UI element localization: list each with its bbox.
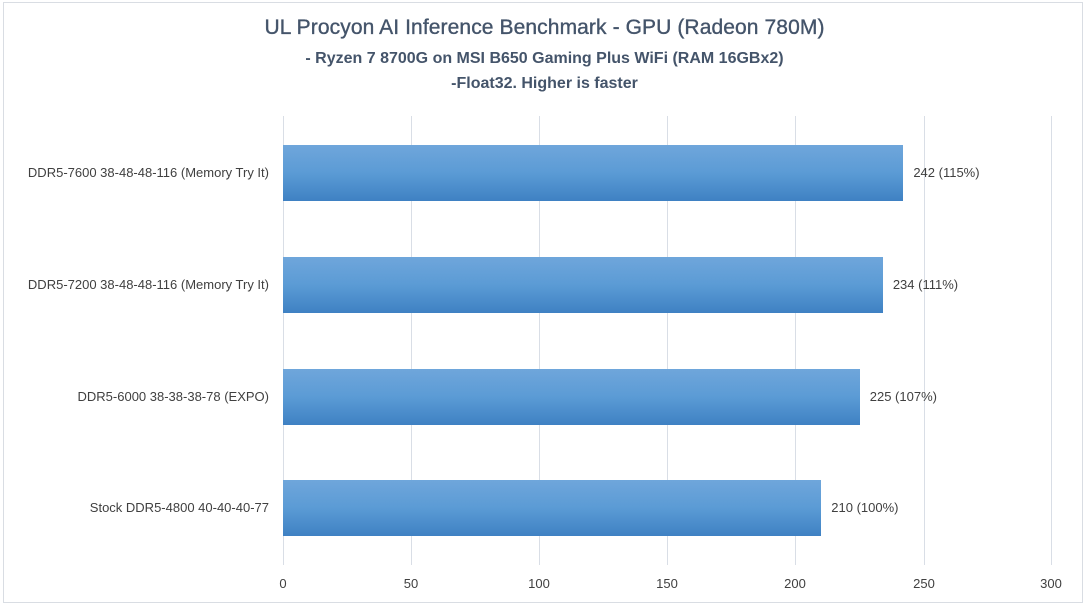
gridline-150 xyxy=(667,116,668,565)
category-label: Stock DDR5-4800 40-40-40-77 xyxy=(89,500,269,515)
gridline-250 xyxy=(924,116,925,565)
x-tick-label: 250 xyxy=(913,576,935,591)
category-label: DDR5-6000 38-38-38-78 (EXPO) xyxy=(77,389,269,404)
gridline-0 xyxy=(283,116,284,565)
x-tick-label: 50 xyxy=(403,576,419,591)
plot-area: 242 (115%) 234 (111%) 225 (107%) 210 (10… xyxy=(283,116,1052,565)
data-label: 210 (100%) xyxy=(831,500,899,515)
x-tick-label: 150 xyxy=(656,576,678,591)
gridline-100 xyxy=(539,116,540,565)
data-label: 242 (115%) xyxy=(913,165,980,180)
data-label: 234 (111%) xyxy=(892,277,959,292)
bar-ddr5-7200 xyxy=(283,257,883,313)
bar-ddr5-6000 xyxy=(283,369,860,425)
bar-ddr5-4800-stock xyxy=(283,480,822,536)
x-tick-label: 300 xyxy=(1040,576,1062,591)
category-label: DDR5-7200 38-48-48-116 (Memory Try It) xyxy=(27,277,269,292)
x-tick-label: 100 xyxy=(528,576,550,591)
x-tick-label: 0 xyxy=(279,576,287,591)
gridline-50 xyxy=(411,116,412,565)
category-label: DDR5-7600 38-48-48-116 (Memory Try It) xyxy=(27,165,269,180)
chart-subtitle-2: -Float32. Higher is faster xyxy=(451,75,638,92)
chart-title: UL Procyon AI Inference Benchmark - GPU … xyxy=(264,16,825,39)
gridline-300 xyxy=(1051,116,1052,565)
bar-ddr5-7600 xyxy=(283,145,904,201)
chart-frame xyxy=(3,2,1083,603)
gridline-200 xyxy=(795,116,796,565)
x-tick-label: 200 xyxy=(784,576,806,591)
chart-subtitle: - Ryzen 7 8700G on MSI B650 Gaming Plus … xyxy=(305,50,784,67)
data-label: 225 (107%) xyxy=(869,389,937,404)
